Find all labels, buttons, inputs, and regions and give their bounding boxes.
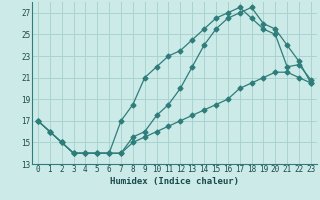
X-axis label: Humidex (Indice chaleur): Humidex (Indice chaleur) [110,177,239,186]
